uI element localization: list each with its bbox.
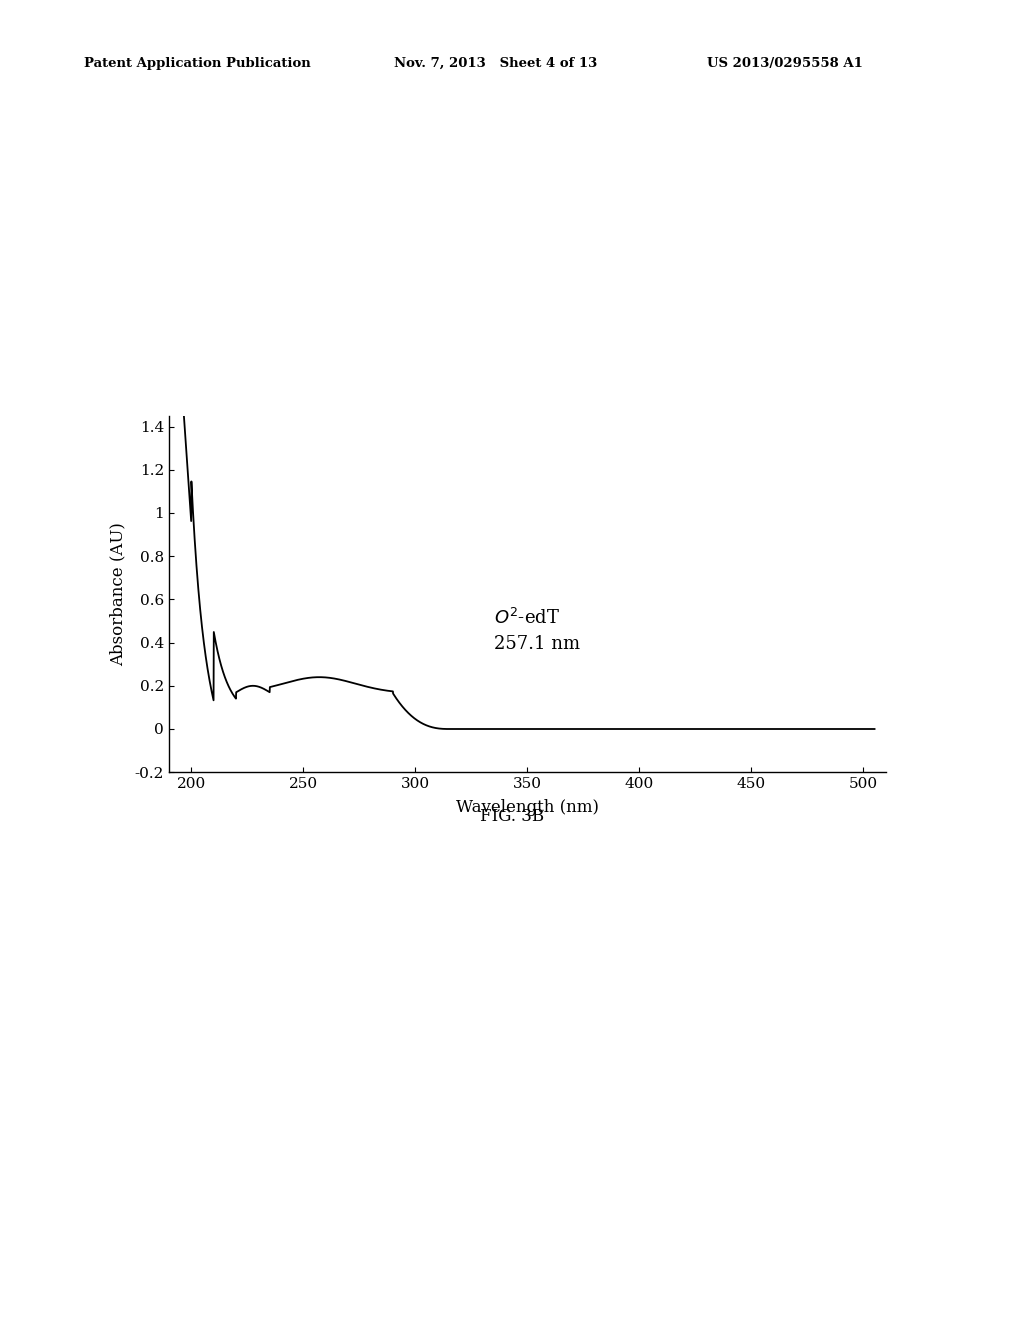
X-axis label: Wavelength (nm): Wavelength (nm) [456, 800, 599, 816]
Text: Patent Application Publication: Patent Application Publication [84, 57, 310, 70]
Text: Nov. 7, 2013   Sheet 4 of 13: Nov. 7, 2013 Sheet 4 of 13 [394, 57, 597, 70]
Y-axis label: Absorbance (AU): Absorbance (AU) [110, 523, 126, 665]
Text: $\mathit{O}^{2}$-edT
257.1 nm: $\mathit{O}^{2}$-edT 257.1 nm [494, 609, 580, 653]
Text: US 2013/0295558 A1: US 2013/0295558 A1 [707, 57, 862, 70]
Text: FIG. 3B: FIG. 3B [480, 808, 544, 825]
